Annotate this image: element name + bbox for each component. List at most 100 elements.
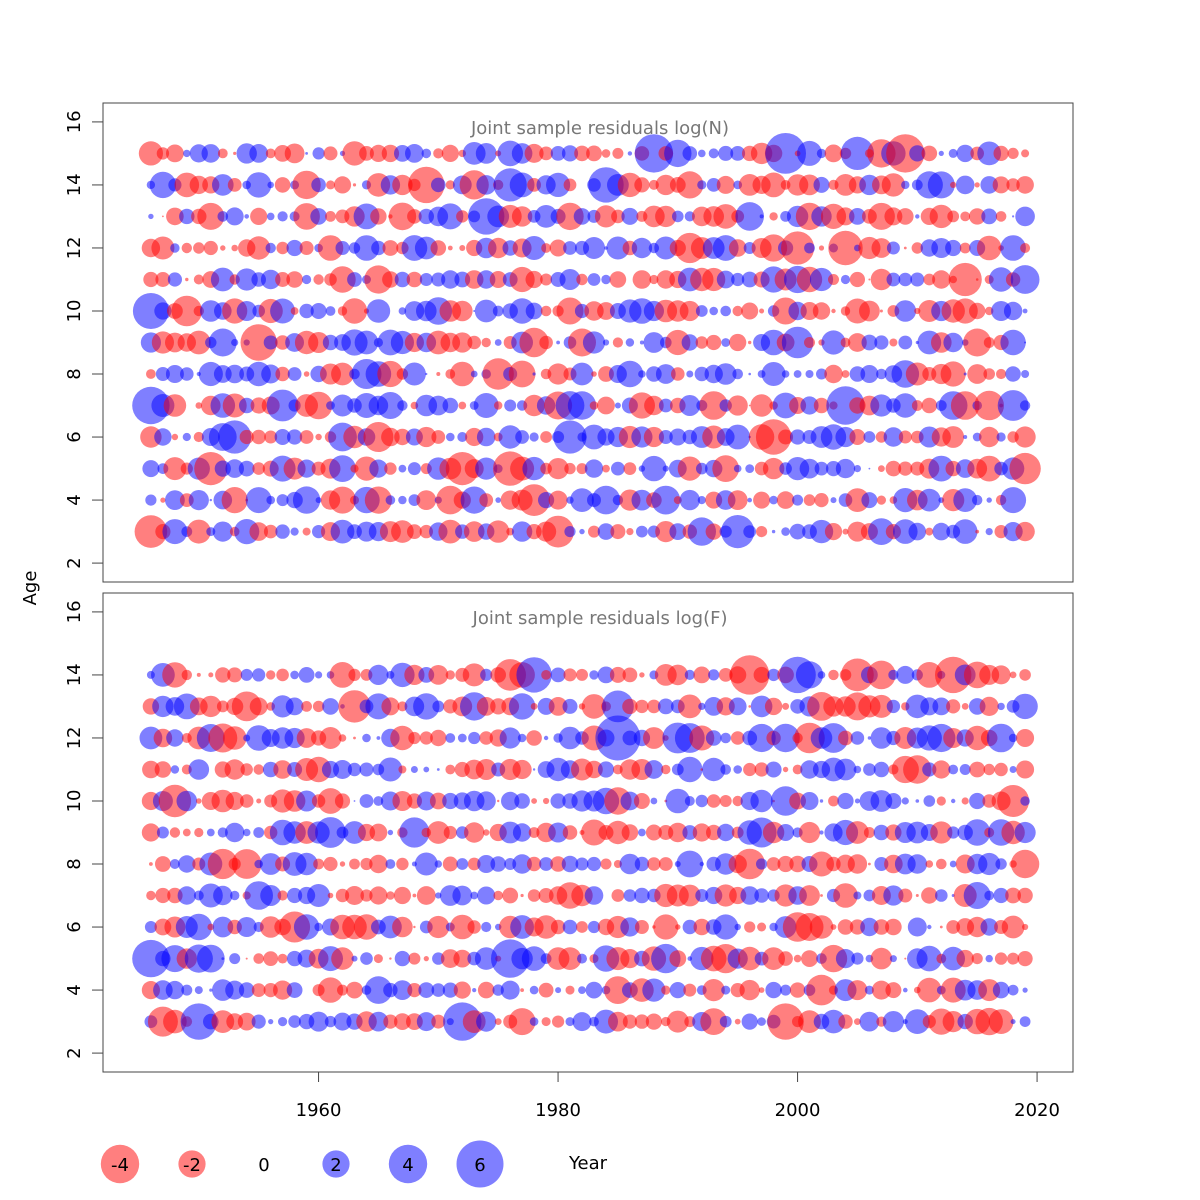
residual-bubble: [368, 664, 389, 686]
residual-bubble: [392, 980, 413, 1000]
residual-bubble: [658, 398, 673, 413]
residual-bubble: [687, 517, 716, 546]
residual-bubble: [627, 151, 633, 156]
residual-bubble: [392, 791, 413, 811]
residual-bubble: [853, 765, 862, 774]
residual-bubble: [964, 819, 991, 846]
residual-bubble: [132, 939, 170, 978]
residual-bubble: [388, 202, 417, 231]
residual-bubble: [460, 486, 488, 514]
residual-bubble: [828, 669, 839, 681]
residual-bubble: [943, 728, 964, 748]
residual-bubble: [251, 1014, 266, 1029]
residual-bubble: [939, 925, 943, 929]
residual-bubble: [1017, 951, 1033, 967]
residual-bubble: [539, 335, 553, 350]
residual-bubble: [499, 727, 521, 749]
residual-bubble: [886, 241, 900, 255]
residual-bubble: [452, 332, 473, 353]
residual-bubble: [721, 515, 755, 549]
residual-bubble: [286, 239, 303, 257]
residual-bubble: [792, 494, 804, 506]
residual-bubble: [227, 178, 242, 192]
residual-bubble: [720, 732, 731, 744]
residual-bubble: [515, 430, 529, 444]
residual-bubble: [432, 700, 445, 713]
residual-bubble: [359, 794, 374, 808]
residual-bubble: [419, 731, 433, 745]
residual-bubble: [266, 212, 275, 221]
residual-bubble: [274, 429, 291, 445]
residual-bubble: [354, 330, 379, 355]
residual-bubble: [916, 662, 943, 688]
residual-bubble: [337, 984, 348, 996]
residual-bubble: [1014, 821, 1036, 844]
residual-bubble: [574, 145, 590, 162]
residual-bubble: [304, 391, 333, 420]
residual-bubble: [539, 857, 553, 871]
residual-bubble: [888, 669, 899, 681]
residual-bubble: [672, 210, 684, 223]
residual-bubble: [160, 497, 166, 503]
residual-bubble: [997, 390, 1029, 421]
residual-bubble: [789, 855, 806, 873]
residual-bubble: [329, 266, 356, 293]
residual-bubble: [364, 976, 393, 1004]
residual-bubble: [917, 488, 941, 512]
residual-bubble: [295, 852, 318, 876]
residual-bubble: [275, 272, 291, 287]
residual-bubble: [668, 822, 688, 843]
residual-bubble: [898, 888, 913, 903]
residual-bubble: [369, 854, 388, 874]
residual-bubble: [961, 703, 969, 710]
residual-bubble: [600, 858, 612, 870]
residual-bubble: [676, 171, 704, 199]
residual-bubble: [853, 465, 862, 473]
residual-bubble: [720, 764, 731, 775]
residual-bubble: [886, 272, 901, 287]
residual-bubble: [885, 460, 902, 477]
residual-bubble: [1010, 265, 1040, 294]
residual-bubble: [508, 693, 536, 720]
residual-bubble: [861, 492, 878, 509]
residual-bubble: [994, 952, 1008, 965]
residual-bubble: [809, 915, 834, 939]
x-axis-title: Year: [568, 1153, 608, 1174]
residual-bubble: [1020, 796, 1030, 806]
residual-bubble: [679, 300, 700, 322]
residual-bubble: [778, 429, 794, 445]
residual-bubble: [398, 307, 407, 315]
residual-bubble: [678, 884, 701, 907]
residual-bubble: [845, 488, 870, 512]
residual-bubble: [249, 697, 268, 716]
residual-bubble: [339, 861, 346, 867]
residual-bubble: [586, 145, 602, 162]
residual-bubble: [682, 146, 698, 161]
residual-bubble: [378, 757, 403, 782]
residual-bubble: [497, 799, 500, 803]
residual-bubble: [669, 950, 687, 967]
residual-bubble: [622, 730, 638, 746]
residual-bubble: [702, 979, 725, 1002]
residual-bubble: [441, 144, 459, 162]
residual-bubble: [684, 1016, 696, 1028]
residual-bubble: [290, 307, 299, 315]
residual-bubble: [983, 337, 995, 348]
residual-bubble: [414, 236, 438, 260]
residual-bubble: [744, 921, 756, 933]
residual-bubble: [700, 1008, 728, 1035]
residual-bubble: [995, 858, 1007, 870]
residual-bubble: [639, 672, 645, 678]
residual-bubble: [529, 1017, 539, 1026]
residual-bubble: [905, 362, 929, 386]
residual-bubble: [324, 1015, 337, 1028]
residual-bubble: [313, 858, 324, 870]
residual-bubble: [748, 404, 751, 407]
residual-bubble: [525, 270, 543, 289]
residual-bubble: [377, 360, 404, 388]
residual-bubble: [641, 455, 667, 482]
residual-bubble: [840, 136, 875, 170]
residual-bubble: [868, 862, 871, 866]
residual-bubble: [679, 489, 700, 511]
residual-bubble: [743, 762, 757, 777]
